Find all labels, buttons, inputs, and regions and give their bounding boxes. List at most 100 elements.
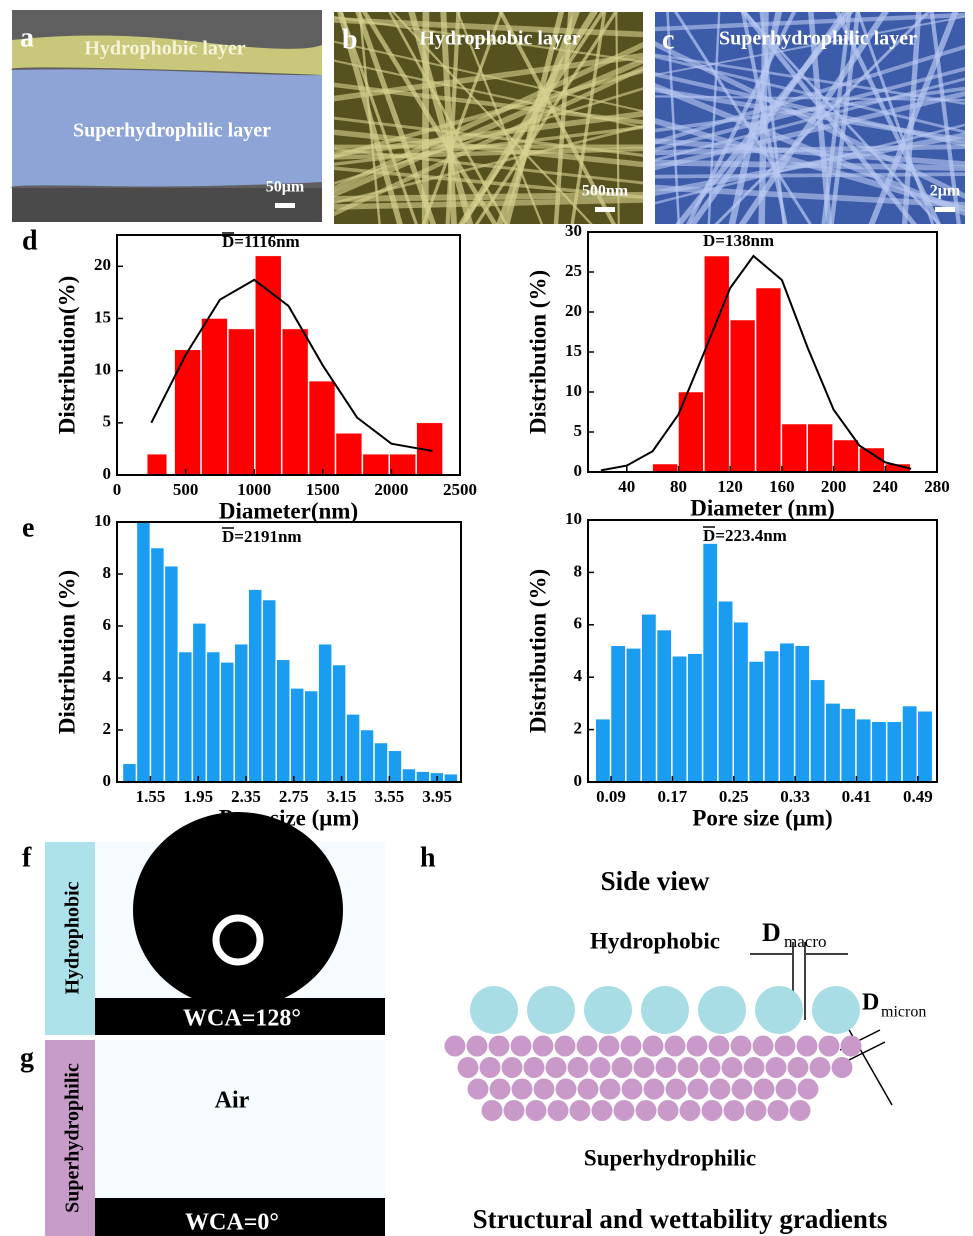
micron-fiber: [556, 1079, 577, 1100]
bar: [193, 623, 206, 782]
scale-bar: [595, 207, 615, 212]
bar: [123, 764, 136, 782]
bar: [151, 548, 164, 782]
bar: [305, 691, 318, 782]
bar: [718, 601, 732, 782]
bar: [282, 329, 308, 475]
micron-fiber: [665, 1036, 686, 1057]
micron-fiber: [766, 1057, 787, 1078]
bar: [596, 719, 610, 782]
bar: [688, 654, 702, 782]
x-tick-label: 2.35: [231, 787, 261, 806]
macro-fiber: [584, 986, 632, 1034]
x-tick-label: 3.55: [374, 787, 404, 806]
bar: [333, 665, 346, 782]
micron-fiber: [702, 1100, 723, 1121]
scale-label: 50μm: [266, 179, 305, 196]
micron-fiber: [482, 1100, 503, 1121]
micron-fiber: [710, 1079, 731, 1100]
micron-fiber: [687, 1036, 708, 1057]
micron-fiber: [534, 1079, 555, 1100]
panel-label: a: [20, 22, 34, 53]
bar: [756, 288, 781, 472]
x-axis-label: Diameter(nm): [219, 498, 358, 523]
figure: a Hydrophobic layer Superhydrophilic lay…: [0, 0, 973, 1236]
y-tick-label: 8: [574, 561, 583, 580]
x-tick-label: 0.33: [780, 787, 810, 806]
y-tick-label: 0: [103, 771, 112, 790]
bar: [642, 614, 656, 782]
bar: [363, 454, 389, 475]
bar: [730, 320, 755, 472]
y-tick-label: 6: [103, 615, 112, 634]
x-tick-label: 200: [821, 477, 847, 496]
layer-label: Hydrophobic: [590, 928, 720, 953]
micron-fiber: [732, 1079, 753, 1100]
x-tick-label: 1.95: [183, 787, 213, 806]
micron-fiber: [658, 1100, 679, 1121]
y-tick-label: 10: [94, 360, 111, 379]
image-label: Hydrophobic layer: [419, 28, 580, 50]
bar: [147, 454, 167, 475]
y-tick-label: 20: [94, 255, 111, 274]
bar: [347, 714, 360, 782]
bar: [255, 256, 281, 475]
y-axis-label: Distribution(%): [54, 276, 79, 434]
micron-fiber: [700, 1057, 721, 1078]
scale-label: 2μm: [930, 183, 961, 200]
micron-fiber: [656, 1057, 677, 1078]
micron-fiber: [841, 1036, 862, 1057]
y-tick-label: 0: [103, 464, 112, 483]
side-label: Superhydrophilic: [62, 1063, 84, 1213]
micron-fiber: [666, 1079, 687, 1100]
x-tick-label: 2.75: [279, 787, 309, 806]
bar: [657, 630, 671, 782]
micron-fiber: [570, 1100, 591, 1121]
micron-fiber: [511, 1036, 532, 1057]
macro-fiber: [527, 986, 575, 1034]
bar: [319, 644, 332, 782]
bar: [626, 648, 640, 782]
bar: [375, 743, 388, 782]
x-tick-label: 120: [717, 477, 743, 496]
bar: [704, 256, 729, 472]
micron-fiber: [775, 1036, 796, 1057]
y-tick-label: 5: [574, 421, 583, 440]
y-tick-label: 25: [565, 261, 582, 280]
bar: [263, 600, 276, 782]
micron-fiber: [810, 1057, 831, 1078]
bar: [444, 774, 457, 782]
micron-fiber: [636, 1100, 657, 1121]
charts: 0500100015002000250005101520Diameter(nm)…: [54, 221, 949, 830]
macro-fiber: [641, 986, 689, 1034]
micron-fiber: [790, 1100, 811, 1121]
medium-label: Air: [215, 1088, 250, 1114]
bar: [402, 769, 415, 782]
bar: [795, 646, 809, 782]
bar: [165, 566, 178, 782]
x-tick-label: 1000: [237, 480, 271, 499]
x-tick-label: 40: [618, 477, 635, 496]
schematic-title: Side view: [601, 866, 710, 896]
micron-fiber: [744, 1057, 765, 1078]
scale-bar: [275, 203, 295, 208]
subscript: micron: [881, 1004, 926, 1021]
bar: [749, 661, 763, 782]
annotation: D=1116nm: [222, 232, 300, 251]
x-tick-label: 500: [173, 480, 199, 499]
micron-fiber: [489, 1036, 510, 1057]
micron-fiber: [524, 1057, 545, 1078]
micron-fiber: [644, 1079, 665, 1100]
symbol: D: [762, 918, 781, 947]
micron-fiber: [599, 1036, 620, 1057]
micron-fiber: [678, 1057, 699, 1078]
x-tick-label: 3.95: [422, 787, 452, 806]
x-axis-label: Pore size (μm): [692, 805, 832, 830]
bar: [235, 644, 248, 782]
x-tick-label: 0.09: [596, 787, 626, 806]
micron-fiber: [643, 1036, 664, 1057]
micron-fiber: [709, 1036, 730, 1057]
micron-fiber: [634, 1057, 655, 1078]
micron-fiber: [577, 1036, 598, 1057]
x-tick-label: 240: [873, 477, 899, 496]
